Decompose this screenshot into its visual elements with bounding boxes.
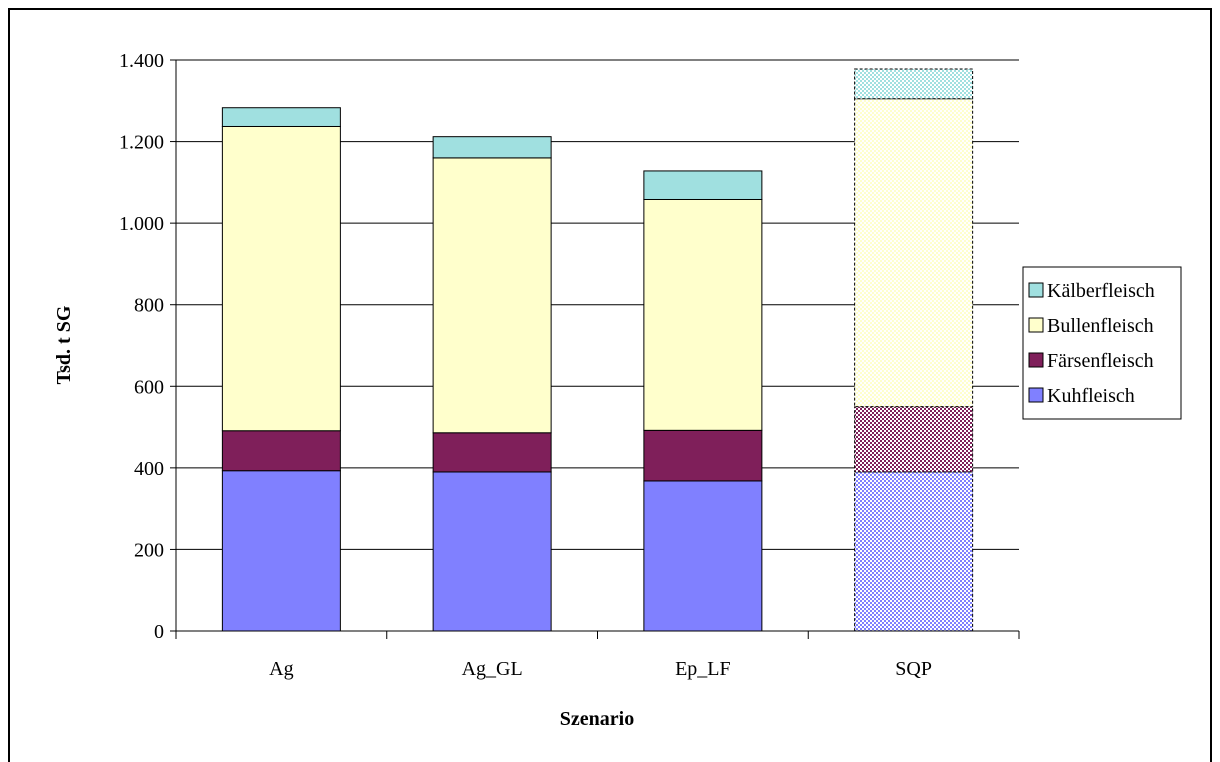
legend-item-kalberfleisch: Kälberfleisch bbox=[1028, 280, 1155, 302]
legend-swatch bbox=[1028, 317, 1044, 333]
bar-ag-farsenfleisch bbox=[221, 430, 341, 472]
x-tick-labels: Ag Ag_GL Ep_LF SQP bbox=[269, 658, 932, 680]
chart-border bbox=[8, 8, 1212, 762]
y-tick-label: 400 bbox=[134, 458, 164, 480]
bar-sqp-bullenfleisch bbox=[854, 98, 974, 408]
x-tick-label: Ag_GL bbox=[462, 658, 523, 680]
axes bbox=[170, 59, 1020, 639]
y-tick-label: 1.200 bbox=[119, 132, 164, 154]
legend-swatch bbox=[1028, 352, 1044, 368]
bar-sqp-farsenfleisch bbox=[854, 406, 974, 473]
bar-ag-gl-farsenfleisch bbox=[432, 432, 552, 473]
x-tick-label: SQP bbox=[895, 658, 932, 680]
y-tick-label: 600 bbox=[134, 376, 164, 398]
legend-item-bullenfleisch: Bullenfleisch bbox=[1028, 315, 1154, 337]
legend-label: Kuhfleisch bbox=[1047, 385, 1135, 407]
bar-ep-lf-kalberfleisch bbox=[643, 170, 763, 200]
legend-label: Bullenfleisch bbox=[1047, 315, 1154, 337]
bars bbox=[221, 68, 974, 632]
legend: Kälberfleisch Bullenfleisch Färsenfleisch K… bbox=[1022, 266, 1182, 420]
y-tick-label: 1.000 bbox=[119, 213, 164, 235]
legend-swatch bbox=[1028, 282, 1044, 298]
y-axis-label: Tsd. t SG bbox=[53, 305, 75, 384]
x-tick-label: Ep_LF bbox=[675, 658, 731, 680]
y-tick-label: 0 bbox=[154, 621, 164, 643]
bar-ag-gl-bullenfleisch bbox=[432, 157, 552, 434]
legend-label: Kälberfleisch bbox=[1047, 280, 1155, 302]
bar-ag-kuhfleisch bbox=[221, 470, 341, 632]
bar-sqp-kuhfleisch bbox=[854, 471, 974, 632]
bar-ep-lf-bullenfleisch bbox=[643, 198, 763, 431]
legend-item-farsenfleisch: Färsenfleisch bbox=[1028, 350, 1154, 372]
legend-label: Färsenfleisch bbox=[1047, 350, 1154, 372]
y-tick-label: 200 bbox=[134, 539, 164, 561]
bar-ep-lf-kuhfleisch bbox=[643, 480, 763, 632]
bar-sqp-kalberfleisch bbox=[854, 68, 974, 100]
x-tick-label: Ag bbox=[269, 658, 293, 680]
legend-item-kuhfleisch: Kuhfleisch bbox=[1028, 385, 1135, 407]
bar-ag-bullenfleisch bbox=[221, 125, 341, 432]
y-tick-label: 800 bbox=[134, 295, 164, 317]
legend-box bbox=[1022, 266, 1182, 420]
bar-ep-lf-farsenfleisch bbox=[643, 429, 763, 482]
legend-swatch bbox=[1028, 387, 1044, 403]
bar-ag-gl-kuhfleisch bbox=[432, 471, 552, 632]
y-tick-labels: 0 200 400 600 800 1.000 1.200 1.400 bbox=[119, 50, 164, 643]
bar-ag-kalberfleisch bbox=[221, 107, 341, 127]
y-tick-label: 1.400 bbox=[119, 50, 164, 72]
x-axis-label: Szenario bbox=[560, 708, 634, 730]
bar-ag-gl-kalberfleisch bbox=[432, 136, 552, 159]
